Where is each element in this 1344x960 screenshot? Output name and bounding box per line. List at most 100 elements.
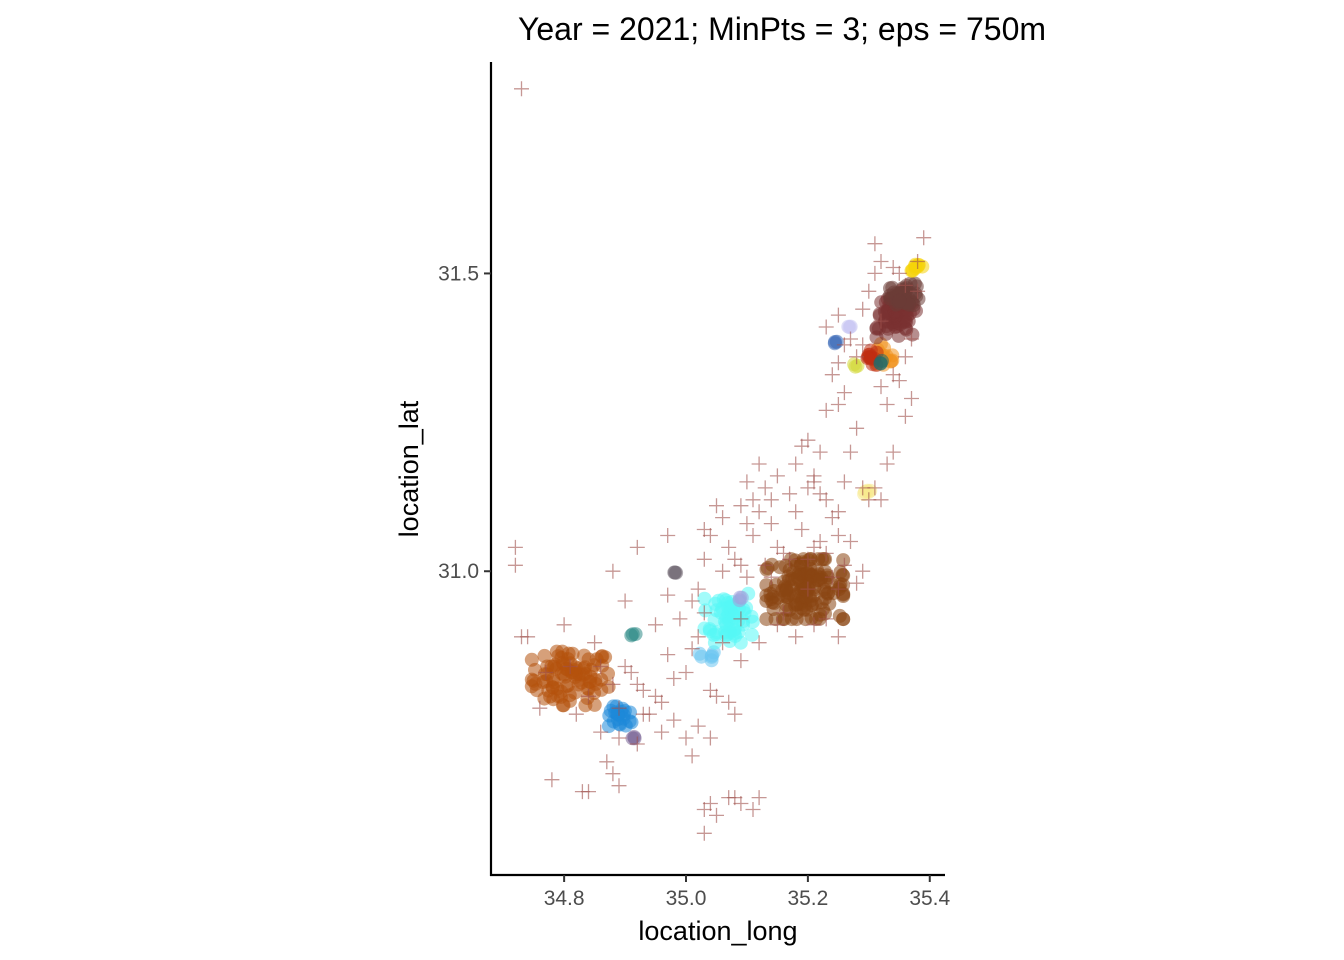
cluster-point: [603, 703, 618, 718]
noise-point: [684, 593, 700, 609]
noise-point: [727, 790, 743, 806]
noise-point: [867, 236, 883, 252]
noise-point: [568, 706, 584, 722]
cluster-5: [667, 565, 684, 580]
cluster-point: [860, 351, 875, 365]
noise-point: [830, 581, 846, 597]
cluster-point: [529, 683, 544, 698]
cluster-1: [524, 644, 616, 713]
noise-point: [806, 468, 822, 484]
cluster-point: [554, 689, 568, 704]
cluster-point: [601, 679, 616, 694]
noise-point: [739, 474, 755, 490]
noise-point: [544, 772, 560, 788]
cluster-point: [843, 319, 858, 334]
cluster-point: [581, 652, 596, 667]
noise-point: [587, 635, 603, 651]
cluster-point: [900, 309, 915, 324]
noise-point: [745, 492, 761, 508]
cluster-point: [667, 565, 682, 580]
noise-point: [709, 498, 724, 514]
noise-point: [843, 444, 858, 460]
noise-point: [751, 456, 767, 472]
cluster-point: [789, 596, 804, 611]
noise-point: [593, 659, 609, 674]
cluster-19: [904, 257, 930, 278]
y-axis-title: location_lat: [394, 400, 424, 537]
noise-point: [507, 539, 523, 555]
noise-point: [715, 510, 731, 526]
cluster-point: [524, 652, 539, 667]
noise-point: [715, 563, 731, 579]
cluster-point: [772, 560, 787, 575]
noise-point: [611, 778, 627, 794]
noise-point: [873, 379, 889, 395]
cluster-point: [732, 593, 747, 608]
noise-point: [605, 766, 621, 782]
noise-point: [897, 349, 913, 365]
cluster-6: [692, 645, 721, 668]
cluster-point: [568, 660, 583, 675]
noise-point: [690, 581, 706, 597]
noise-point: [690, 718, 706, 734]
noise-point: [696, 551, 712, 567]
noise-point: [751, 790, 767, 806]
cluster-point: [789, 557, 804, 572]
noise-point: [696, 825, 712, 841]
cluster-point: [820, 586, 835, 601]
noise-point: [733, 653, 749, 669]
noise-point: [709, 807, 724, 823]
noise-point: [581, 688, 596, 704]
noise-point: [897, 408, 913, 424]
cluster-point: [601, 719, 616, 734]
noise-point: [757, 557, 773, 573]
noise-point: [885, 260, 901, 275]
cluster-point: [857, 487, 872, 501]
noise-point: [617, 593, 633, 609]
noise-point: [818, 319, 834, 335]
noise-point: [684, 641, 700, 657]
cluster-point: [537, 648, 552, 663]
cluster-point: [744, 627, 759, 642]
noise-point: [751, 635, 767, 651]
noise-point: [916, 230, 932, 246]
noise-point: [794, 438, 810, 454]
noise-point: [562, 659, 578, 674]
noise-point: [763, 569, 779, 585]
noise-point: [721, 694, 737, 710]
noise-point: [629, 676, 645, 692]
noise-point: [629, 539, 645, 555]
cluster-point: [759, 612, 774, 627]
x-axis-title: location_long: [638, 916, 797, 946]
noise-point: [891, 265, 907, 281]
noise-point: [769, 468, 785, 484]
cluster-point: [789, 612, 804, 627]
noise-point: [830, 307, 846, 323]
x-tick-label: 35.0: [666, 887, 707, 910]
noise-point: [660, 528, 676, 543]
noise-point: [843, 534, 858, 549]
noise-point: [824, 569, 840, 585]
noise-point: [507, 557, 523, 573]
noise-point: [849, 349, 865, 365]
noise-point: [702, 796, 718, 811]
cluster-point: [801, 565, 815, 579]
noise-point: [757, 480, 773, 496]
cluster-point: [628, 627, 643, 642]
noise-point: [873, 254, 889, 269]
cluster-9: [759, 552, 851, 627]
y-tick-label: 31.5: [438, 262, 479, 285]
noise-point: [855, 337, 871, 353]
noise-point: [739, 516, 755, 532]
cluster-point: [539, 674, 554, 688]
noise-point: [666, 671, 682, 686]
cluster-point: [835, 567, 850, 582]
cluster-16: [873, 353, 889, 371]
noise-point: [800, 432, 816, 448]
noise-point: [836, 474, 852, 490]
cluster-point: [760, 561, 775, 575]
noise-point: [672, 611, 688, 627]
noise-point: [830, 397, 846, 412]
noise-point: [514, 81, 529, 97]
